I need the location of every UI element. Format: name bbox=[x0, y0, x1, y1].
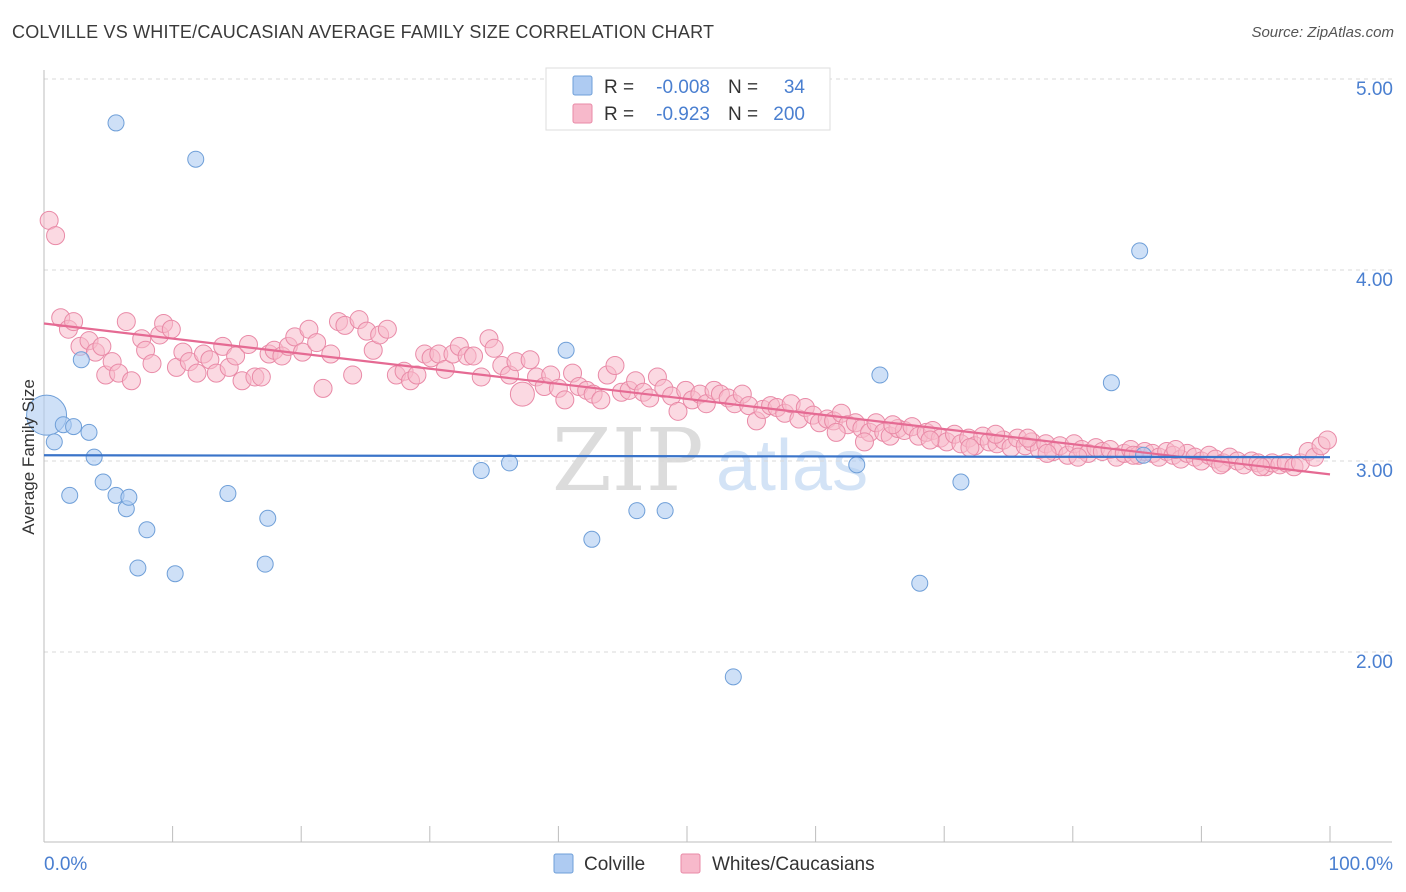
colville-point bbox=[656, 502, 674, 520]
x-tick-label-min: 0.0% bbox=[44, 854, 87, 875]
whites-r-label: R = bbox=[604, 104, 634, 125]
y-tick-label: 5.00 bbox=[1356, 79, 1393, 100]
colville-n-label: N = bbox=[728, 77, 758, 98]
y-axis-label: Average Family Size bbox=[19, 379, 38, 535]
y-tick-label: 2.00 bbox=[1356, 652, 1393, 673]
colville-point bbox=[72, 351, 90, 369]
whites-point bbox=[187, 363, 207, 383]
colville-point bbox=[557, 341, 575, 359]
colville-point bbox=[1102, 374, 1120, 392]
colville-points bbox=[26, 114, 1153, 686]
whites-point bbox=[464, 346, 484, 366]
whites-n-label: N = bbox=[728, 104, 758, 125]
whites-n-value: 200 bbox=[773, 104, 805, 125]
chart-title: COLVILLE VS WHITE/CAUCASIAN AVERAGE FAMI… bbox=[12, 22, 715, 42]
whites-point bbox=[1317, 430, 1337, 450]
colville-point bbox=[85, 448, 103, 466]
whites-point bbox=[161, 319, 181, 339]
whites-point bbox=[321, 344, 341, 364]
whites-point bbox=[343, 365, 363, 385]
colville-point bbox=[472, 462, 490, 480]
watermark-atlas: atlas bbox=[716, 426, 868, 506]
colville-point bbox=[911, 574, 929, 592]
whites-point bbox=[1166, 440, 1186, 460]
whites-point bbox=[920, 430, 940, 450]
colville-point bbox=[166, 565, 184, 583]
colville-point bbox=[138, 521, 156, 539]
y-tick-label: 4.00 bbox=[1356, 270, 1393, 291]
legend-whites-swatch bbox=[680, 853, 701, 874]
whites-point bbox=[313, 378, 333, 398]
whites-point bbox=[238, 334, 258, 354]
colville-swatch bbox=[572, 75, 593, 96]
colville-r-value: -0.008 bbox=[656, 77, 710, 98]
colville-point bbox=[1135, 446, 1153, 464]
whites-point bbox=[46, 226, 66, 246]
colville-point bbox=[45, 433, 63, 451]
colville-point bbox=[65, 418, 83, 436]
watermark: ZIP atlas bbox=[552, 411, 868, 511]
whites-point bbox=[668, 401, 688, 421]
colville-point bbox=[952, 473, 970, 491]
whites-swatch bbox=[572, 103, 593, 124]
whites-r-value: -0.923 bbox=[656, 104, 710, 125]
legend-colville-label: Colville bbox=[584, 854, 645, 875]
colville-r-label: R = bbox=[604, 77, 634, 98]
whites-point bbox=[1211, 455, 1231, 475]
colville-point bbox=[61, 486, 79, 504]
colville-point bbox=[724, 668, 742, 686]
colville-point bbox=[219, 484, 237, 502]
stats-legend: R = -0.008 N = 34 R = -0.923 N = 200 bbox=[545, 67, 831, 131]
colville-point bbox=[129, 559, 147, 577]
whites-point bbox=[471, 367, 491, 387]
colville-point bbox=[583, 530, 601, 548]
whites-point bbox=[251, 367, 271, 387]
colville-point bbox=[848, 456, 866, 474]
whites-point bbox=[307, 333, 327, 353]
whites-point bbox=[555, 390, 575, 410]
legend-whites-label: Whites/Caucasians bbox=[712, 854, 875, 875]
colville-point bbox=[94, 473, 112, 491]
stats-legend-box bbox=[545, 67, 831, 131]
series-legend: Colville Whites/Caucasians bbox=[553, 853, 875, 875]
whites-point bbox=[960, 438, 980, 458]
whites-point bbox=[605, 356, 625, 375]
whites-point bbox=[591, 390, 611, 410]
whites-point bbox=[484, 338, 504, 358]
whites-point bbox=[116, 312, 136, 332]
whites-point bbox=[1037, 443, 1057, 463]
whites-point bbox=[407, 365, 427, 385]
colville-point bbox=[871, 366, 889, 384]
whites-point bbox=[121, 371, 141, 391]
y-tick-label: 3.00 bbox=[1356, 461, 1393, 482]
whites-caucasians-points bbox=[39, 210, 1337, 477]
whites-point bbox=[509, 381, 535, 407]
whites-point bbox=[92, 336, 112, 356]
colville-point bbox=[501, 454, 519, 472]
whites-point bbox=[826, 422, 846, 442]
whites-point bbox=[377, 319, 397, 339]
trend-lines bbox=[43, 322, 1331, 476]
colville-point bbox=[120, 488, 138, 506]
legend-colville-swatch bbox=[553, 853, 574, 874]
colville-point bbox=[259, 509, 277, 527]
colville-point bbox=[256, 555, 274, 573]
colville-point bbox=[107, 114, 125, 132]
colville-point bbox=[628, 502, 646, 520]
x-tick-label-max: 100.0% bbox=[1329, 854, 1394, 875]
whites-trend-line bbox=[43, 322, 1331, 476]
whites-point bbox=[520, 350, 540, 370]
colville-point bbox=[80, 423, 98, 441]
whites-point bbox=[854, 432, 874, 452]
colville-point bbox=[1131, 242, 1149, 260]
whites-point bbox=[142, 354, 162, 374]
colville-point bbox=[187, 150, 205, 168]
colville-n-value: 34 bbox=[784, 77, 806, 98]
colville-trend-line bbox=[43, 454, 1331, 459]
source-label: Source: ZipAtlas.com bbox=[1251, 24, 1394, 41]
